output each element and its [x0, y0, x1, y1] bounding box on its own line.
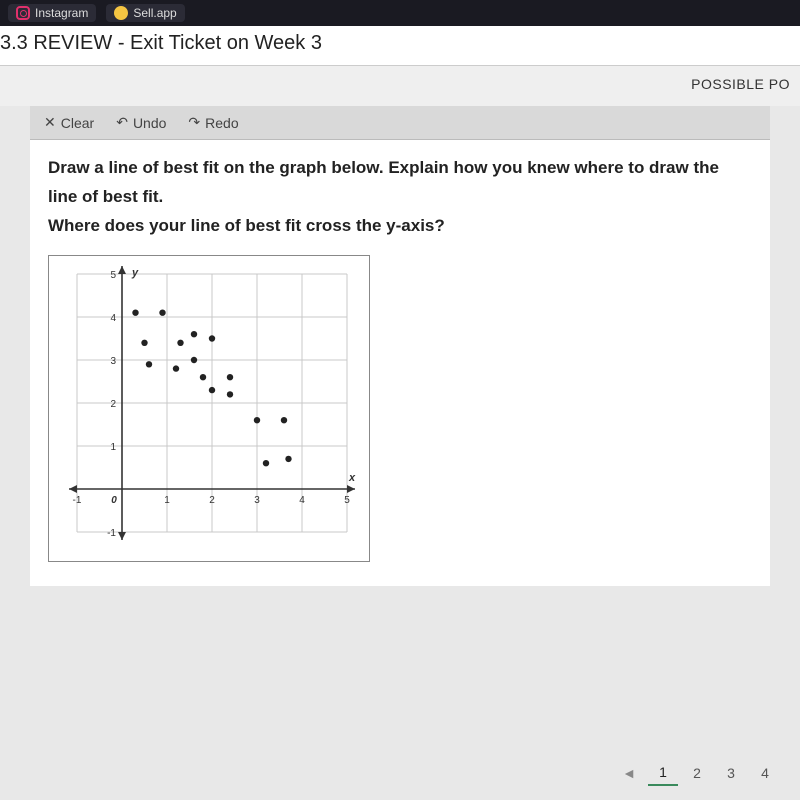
points-row: POSSIBLE PO	[0, 66, 800, 106]
svg-text:-1: -1	[73, 495, 82, 506]
svg-text:0: 0	[111, 495, 117, 506]
question-text: Draw a line of best fit on the graph bel…	[48, 154, 752, 241]
svg-text:5: 5	[110, 270, 116, 281]
clear-label: Clear	[61, 115, 94, 131]
instagram-icon	[16, 6, 30, 20]
clear-button[interactable]: ✕ Clear	[44, 114, 94, 131]
svg-text:y: y	[131, 267, 139, 279]
svg-text:2: 2	[110, 399, 116, 410]
svg-text:4: 4	[110, 313, 116, 324]
svg-text:2: 2	[209, 495, 215, 506]
taskbar-label: Sell.app	[133, 6, 176, 20]
page-header: 3.3 REVIEW - Exit Ticket on Week 3	[0, 26, 800, 66]
redo-icon: ↷	[188, 114, 200, 131]
drawing-toolbar: ✕ Clear ↶ Undo ↷ Redo	[30, 106, 770, 140]
close-icon: ✕	[44, 114, 56, 131]
page-navigator: ◄ 1 2 3 4	[614, 760, 780, 786]
svg-text:-1: -1	[107, 528, 116, 539]
undo-button[interactable]: ↶ Undo	[116, 114, 166, 131]
svg-text:1: 1	[110, 442, 116, 453]
question-line: Where does your line of best fit cross t…	[48, 212, 752, 241]
redo-label: Redo	[205, 115, 238, 131]
sellapp-icon	[114, 6, 128, 20]
svg-text:5: 5	[344, 495, 350, 506]
undo-icon: ↶	[116, 114, 128, 131]
taskbar-label: Instagram	[35, 6, 88, 20]
chart-svg: -1 0 1 2 3 4 5 -1 1 2 3 4 5 y x	[49, 256, 369, 556]
svg-text:3: 3	[110, 356, 116, 367]
undo-label: Undo	[133, 115, 166, 131]
scatter-graph[interactable]: -1 0 1 2 3 4 5 -1 1 2 3 4 5 y x	[48, 255, 370, 562]
page-number[interactable]: 2	[682, 761, 712, 785]
question-content: Draw a line of best fit on the graph bel…	[30, 140, 770, 586]
svg-text:4: 4	[299, 495, 305, 506]
taskbar-item-instagram[interactable]: Instagram	[8, 4, 96, 22]
question-line: Draw a line of best fit on the graph bel…	[48, 154, 752, 212]
page-number[interactable]: 3	[716, 761, 746, 785]
svg-text:x: x	[348, 472, 356, 484]
page-number[interactable]: 4	[750, 761, 780, 785]
page-number[interactable]: 1	[648, 760, 678, 786]
svg-text:1: 1	[164, 495, 170, 506]
redo-button[interactable]: ↷ Redo	[188, 114, 238, 131]
os-taskbar: Instagram Sell.app	[0, 0, 800, 26]
page-title: 3.3 REVIEW - Exit Ticket on Week 3	[0, 32, 790, 55]
taskbar-item-sellapp[interactable]: Sell.app	[106, 4, 184, 22]
prev-page-button[interactable]: ◄	[614, 761, 644, 785]
possible-points-label: POSSIBLE PO	[691, 76, 790, 92]
svg-text:3: 3	[254, 495, 260, 506]
chevron-left-icon: ◄	[622, 765, 636, 781]
